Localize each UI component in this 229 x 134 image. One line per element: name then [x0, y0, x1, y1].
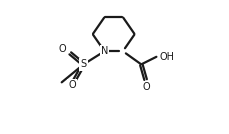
Text: N: N	[100, 46, 108, 56]
Text: OH: OH	[159, 51, 174, 62]
Text: O: O	[58, 44, 66, 54]
Text: S: S	[80, 59, 86, 69]
Text: O: O	[142, 82, 150, 92]
Text: O: O	[68, 80, 76, 90]
